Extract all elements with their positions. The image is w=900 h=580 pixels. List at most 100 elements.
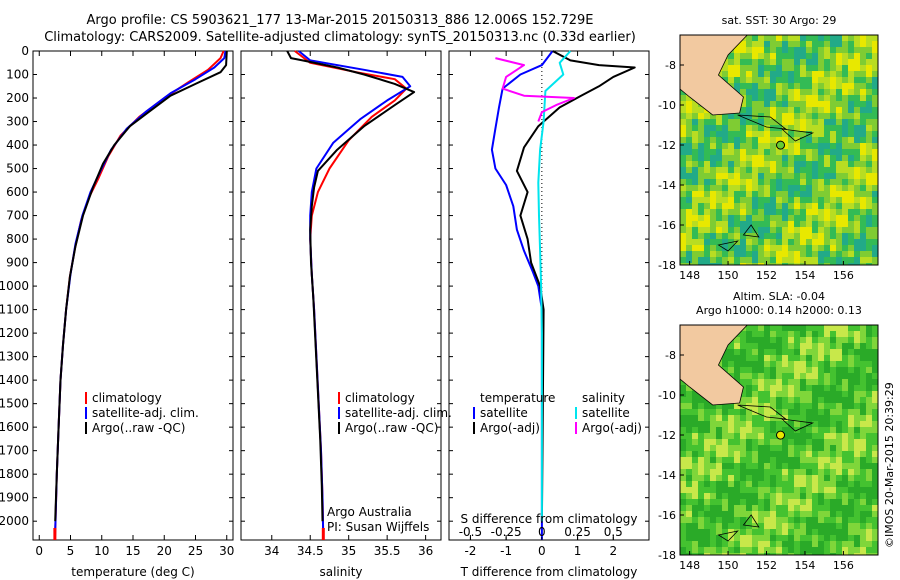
map-cell — [788, 403, 794, 409]
map-cell — [698, 505, 704, 511]
map-cell — [800, 149, 806, 155]
map-cell — [680, 409, 686, 415]
map-cell — [812, 221, 818, 227]
map-cell — [770, 391, 776, 397]
map-cell — [782, 499, 788, 505]
map-cell — [854, 451, 860, 457]
map-cell — [788, 191, 794, 197]
map-cell — [836, 101, 842, 107]
map-cell — [860, 131, 866, 137]
map-cell — [776, 245, 782, 251]
map-cell — [812, 517, 818, 523]
map-cell — [800, 517, 806, 523]
map-cell — [698, 433, 704, 439]
map-cell — [722, 529, 728, 535]
map-cell — [710, 535, 716, 541]
map-cell — [764, 185, 770, 191]
map-cell — [680, 547, 686, 553]
map-cell — [806, 227, 812, 233]
map-cell — [848, 499, 854, 505]
map-cell — [812, 149, 818, 155]
map-cell — [782, 337, 788, 343]
map-cell — [782, 77, 788, 83]
map-cell — [692, 403, 698, 409]
map-cell — [758, 409, 764, 415]
legend-label-satellite: satellite-adj. clim. — [92, 406, 199, 420]
map-cell — [854, 493, 860, 499]
map-cell — [686, 161, 692, 167]
map-cell — [704, 421, 710, 427]
map-cell — [740, 505, 746, 511]
map-cell — [716, 191, 722, 197]
map-cell — [842, 101, 848, 107]
map-cell — [818, 83, 824, 89]
map-cell — [686, 553, 692, 555]
map-cell — [770, 511, 776, 517]
map-cell — [716, 451, 722, 457]
map-cell — [692, 191, 698, 197]
map-cell — [704, 445, 710, 451]
map-cell — [758, 403, 764, 409]
map-cell — [746, 397, 752, 403]
map-cell — [860, 409, 866, 415]
series-line-t-satellite — [490, 50, 554, 540]
map-cell — [788, 125, 794, 131]
map-cell — [782, 119, 788, 125]
map-cell — [746, 185, 752, 191]
map-cell — [752, 47, 758, 53]
map-cell — [830, 385, 836, 391]
map-cell — [824, 155, 830, 161]
map-cell — [758, 167, 764, 173]
map-cell — [722, 499, 728, 505]
map-cell — [764, 107, 770, 113]
map-cell — [842, 541, 848, 547]
map-cell — [746, 167, 752, 173]
map-cell — [818, 209, 824, 215]
map-cell — [866, 547, 872, 553]
map-cell — [866, 391, 872, 397]
map-cell — [842, 173, 848, 179]
map-cell — [830, 161, 836, 167]
map-cell — [698, 233, 704, 239]
map-cell — [854, 155, 860, 161]
map-cell — [752, 361, 758, 367]
map-cell — [800, 185, 806, 191]
map-cell — [716, 161, 722, 167]
map-cell — [824, 149, 830, 155]
map-cell — [740, 331, 746, 337]
map-cell — [872, 457, 878, 463]
map-cell — [866, 95, 872, 101]
map-cell — [836, 233, 842, 239]
map-cell — [770, 331, 776, 337]
map-cell — [692, 547, 698, 553]
map-cell — [848, 191, 854, 197]
map-cell — [824, 523, 830, 529]
map-cell — [812, 137, 818, 143]
map-cell — [776, 35, 782, 41]
map-cell — [848, 325, 854, 331]
map-cell — [758, 95, 764, 101]
map-cell — [764, 113, 770, 119]
map-cell — [866, 337, 872, 343]
map-cell — [716, 119, 722, 125]
map-cell — [788, 451, 794, 457]
map-cell — [716, 131, 722, 137]
map-cell — [842, 209, 848, 215]
map-cell — [722, 131, 728, 137]
map-cell — [794, 409, 800, 415]
series-line-s-satellite — [537, 50, 572, 522]
map-cell — [722, 451, 728, 457]
map-cell — [782, 221, 788, 227]
map-cell — [866, 535, 872, 541]
map-cell — [836, 421, 842, 427]
map-cell — [686, 445, 692, 451]
map-cell — [764, 451, 770, 457]
map-cell — [782, 227, 788, 233]
map-cell — [788, 505, 794, 511]
map-cell — [710, 203, 716, 209]
map-cell — [782, 203, 788, 209]
map-cell — [728, 421, 734, 427]
title-line-1: Argo profile: CS 5903621_177 13-Mar-2015… — [86, 13, 593, 28]
map-cell — [854, 191, 860, 197]
map-cell — [818, 499, 824, 505]
